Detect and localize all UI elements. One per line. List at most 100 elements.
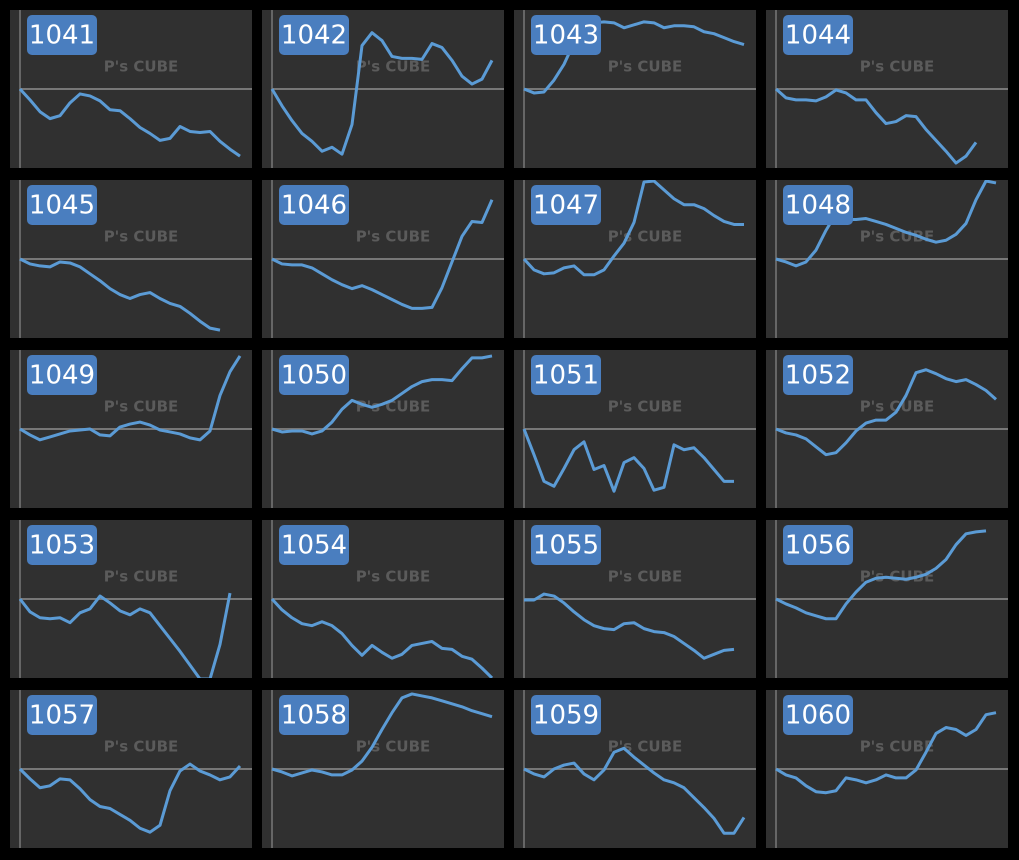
graph-panel: P's CUBE 1050 xyxy=(262,350,504,508)
series-line xyxy=(775,711,997,795)
graph-panel: P's CUBE 1052 xyxy=(766,350,1008,508)
series-line xyxy=(19,257,221,332)
title-badge xyxy=(531,15,601,55)
series-line xyxy=(270,597,494,678)
graph-title: 1046 xyxy=(281,191,347,221)
title-badge xyxy=(27,185,97,225)
watermark: P's CUBE xyxy=(104,738,179,756)
graph-title: 1047 xyxy=(533,191,599,221)
watermark: P's CUBE xyxy=(860,738,935,756)
graph-title: 1045 xyxy=(29,191,95,221)
series-line xyxy=(775,368,997,457)
title-badge xyxy=(531,355,601,395)
series-line xyxy=(271,354,493,436)
watermark: P's CUBE xyxy=(860,398,935,416)
watermark: P's CUBE xyxy=(104,568,179,586)
graph-title: 1049 xyxy=(29,361,95,391)
title-badge xyxy=(27,15,97,55)
graph-panel: P's CUBE 1059 xyxy=(514,690,756,848)
graph-panel: P's CUBE 1055 xyxy=(514,520,756,678)
title-badge xyxy=(783,15,853,55)
graph-title: 1050 xyxy=(281,361,347,391)
series-line xyxy=(270,31,494,156)
watermark: P's CUBE xyxy=(608,568,683,586)
title-badge xyxy=(27,525,97,565)
graph-panel: P's CUBE 1042 xyxy=(262,10,504,168)
graph-title: 1042 xyxy=(281,21,347,51)
title-badge xyxy=(27,695,97,735)
title-badge xyxy=(27,355,97,395)
series-line xyxy=(271,199,494,310)
watermark: P's CUBE xyxy=(608,58,683,76)
graph-title: 1058 xyxy=(281,701,347,731)
series-line xyxy=(775,180,997,268)
graph-panel: P's CUBE 1041 xyxy=(10,10,252,168)
graph-title: 1054 xyxy=(281,531,347,561)
graph-panel: P's CUBE 1043 xyxy=(514,10,756,168)
title-badge xyxy=(531,185,601,225)
series-line xyxy=(524,592,735,660)
graph-title: 1053 xyxy=(29,531,95,561)
graph-title: 1051 xyxy=(533,361,599,391)
watermark: P's CUBE xyxy=(356,58,431,76)
graph-title: 1041 xyxy=(29,21,95,51)
graph-panel: P's CUBE 1047 xyxy=(514,180,756,338)
series-line xyxy=(523,20,745,95)
title-badge xyxy=(783,525,853,565)
graph-panel: P's CUBE 1053 xyxy=(10,520,252,678)
title-badge xyxy=(783,355,853,395)
watermark: P's CUBE xyxy=(356,228,431,246)
graph-panel: P's CUBE 1056 xyxy=(766,520,1008,678)
graph-title: 1056 xyxy=(785,531,851,561)
series-line xyxy=(522,428,734,493)
graph-panel: P's CUBE 1054 xyxy=(262,520,504,678)
title-badge xyxy=(531,525,601,565)
title-badge xyxy=(279,695,349,735)
graph-panel: P's CUBE 1060 xyxy=(766,690,1008,848)
watermark: P's CUBE xyxy=(860,568,935,586)
graph-title: 1044 xyxy=(785,21,851,51)
watermark: P's CUBE xyxy=(608,398,683,416)
title-badge xyxy=(531,695,601,735)
series-line xyxy=(775,87,978,165)
series-line xyxy=(18,762,242,834)
title-badge xyxy=(783,185,853,225)
graph-panel: P's CUBE 1049 xyxy=(10,350,252,508)
watermark: P's CUBE xyxy=(356,568,431,586)
graph-panel: P's CUBE 1048 xyxy=(766,180,1008,338)
series-line xyxy=(271,692,493,778)
series-line xyxy=(523,746,746,835)
title-badge xyxy=(279,185,349,225)
watermark: P's CUBE xyxy=(104,398,179,416)
title-badge xyxy=(279,525,349,565)
graph-panel: P's CUBE 1044 xyxy=(766,10,1008,168)
watermark: P's CUBE xyxy=(860,228,935,246)
series-line xyxy=(19,355,242,442)
graph-title: 1060 xyxy=(785,701,851,731)
watermark: P's CUBE xyxy=(608,228,683,246)
watermark: P's CUBE xyxy=(104,58,179,76)
graph-title: 1055 xyxy=(533,531,599,561)
watermark: P's CUBE xyxy=(860,58,935,76)
title-badge xyxy=(279,355,349,395)
graph-title: 1057 xyxy=(29,701,95,731)
graph-title: 1059 xyxy=(533,701,599,731)
graph-title: 1052 xyxy=(785,361,851,391)
watermark: P's CUBE xyxy=(356,398,431,416)
watermark: P's CUBE xyxy=(608,738,683,756)
graph-panel: P's CUBE 1046 xyxy=(262,180,504,338)
title-badge xyxy=(279,15,349,55)
series-line xyxy=(522,180,744,277)
title-badge xyxy=(783,695,853,735)
graph-panel: P's CUBE 1045 xyxy=(10,180,252,338)
series-line xyxy=(18,87,241,158)
graph-title: 1048 xyxy=(785,191,851,221)
graph-panel: P's CUBE 1051 xyxy=(514,350,756,508)
watermark: P's CUBE xyxy=(104,228,179,246)
graph-title: 1043 xyxy=(533,21,599,51)
series-line xyxy=(18,592,232,678)
series-line xyxy=(775,529,987,621)
graph-panel: P's CUBE 1057 xyxy=(10,690,252,848)
